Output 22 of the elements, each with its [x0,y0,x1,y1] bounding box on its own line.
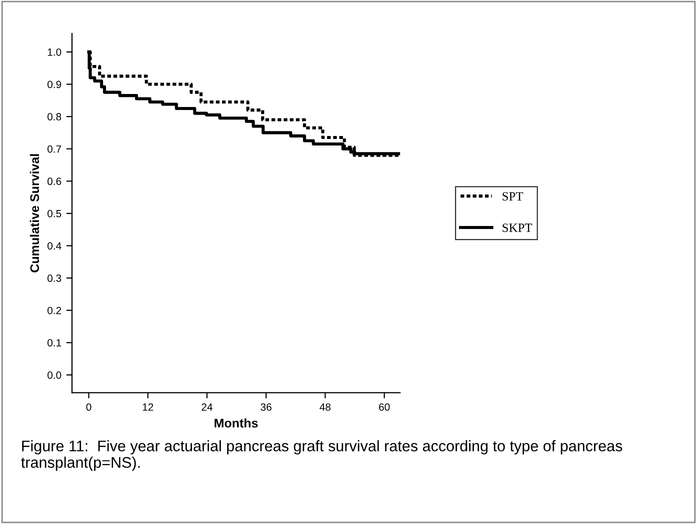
y-tick-label: 1.0 [48,48,62,56]
caption: Figure 11: Five year actuarial pancreas graft survival rates according to type of pancreas transplant(p=NS). [21,440,622,471]
y-tick-label: 0.3 [48,274,62,282]
y-tick-label: 0.6 [48,178,62,186]
x-tick-label: 36 [260,403,272,411]
x-tick-label: 0 [86,403,92,411]
y-tick-label: 0.7 [48,145,62,153]
x-tick-label: 12 [142,403,154,411]
y-axis-title: Cumulative Survival [30,154,40,272]
y-tick-label: 0.0 [48,371,62,379]
x-axis-title: Months [214,418,258,428]
y-tick-label: 0.1 [48,339,62,346]
x-tick-label: 48 [320,403,331,411]
x-tick-label: 60 [379,403,390,411]
y-tick-label: 0.8 [48,113,62,120]
legend-label: SPT [502,192,524,201]
y-tick-label: 0.9 [48,80,62,88]
y-tick-label: 0.5 [48,210,62,218]
y-tick-label: 0.4 [48,242,62,250]
legend-label: SKPT [502,224,532,232]
x-tick-label: 24 [202,403,212,411]
y-tick-label: 0.2 [48,306,62,314]
